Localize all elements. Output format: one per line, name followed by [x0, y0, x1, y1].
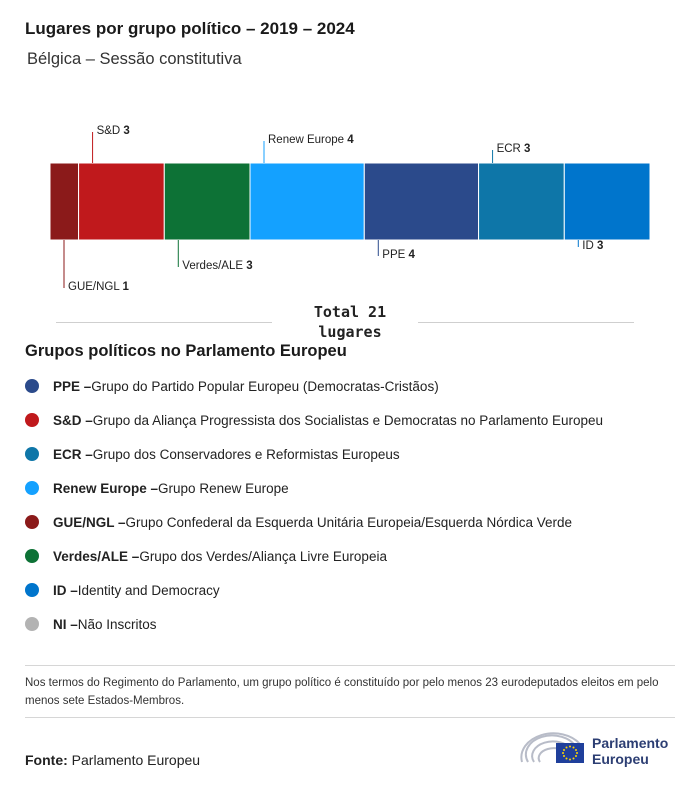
bar-segment-ecr: [478, 162, 565, 241]
segment-label-verdes-ale: Verdes/ALE 3: [182, 260, 252, 272]
bar-segment-gue-ngl: [49, 162, 80, 241]
parliament-logo: Parlamento Europeu: [520, 728, 680, 768]
total-divider-left: [56, 322, 272, 323]
legend-item-s-d: S&DGrupo da Aliança Progressista dos Soc…: [25, 403, 685, 437]
source-label: Fonte:: [25, 752, 68, 768]
note-divider-bottom: [25, 717, 675, 718]
legend-dot-icon: [25, 617, 39, 631]
legend-text: GUE/NGLGrupo Confederal da Esquerda Unit…: [53, 515, 572, 530]
bar-segment-renew-europe: [249, 162, 365, 241]
legend-name: Grupo da Aliança Progressista dos Social…: [92, 412, 604, 428]
hemicycle-icon: [520, 732, 584, 763]
footnote: Nos termos do Regimento do Parlamento, u…: [25, 677, 659, 707]
legend-dot-icon: [25, 447, 39, 461]
legend: PPEGrupo do Partido Popular Europeu (Dem…: [25, 369, 685, 641]
legend-dot-icon: [25, 413, 39, 427]
segment-label-ecr: ECR 3: [497, 143, 531, 155]
legend-name: Grupo do Partido Popular Europeu (Democr…: [91, 378, 439, 394]
legend-abbr: S&D: [53, 413, 93, 428]
logo-text: Parlamento Europeu: [592, 735, 668, 767]
legend-text: Renew EuropeGrupo Renew Europe: [53, 481, 289, 496]
seat-bar-chart: GUE/NGL 1 S&D 3 Verdes/ALE 3 Renew Europe 4…: [49, 125, 651, 293]
legend-text: PPEGrupo do Partido Popular Europeu (Dem…: [53, 379, 439, 394]
legend-name: Grupo Confederal da Esquerda Unitária Eu…: [125, 514, 573, 530]
legend-abbr: NI: [53, 617, 78, 632]
legend-item-verdes-ale: Verdes/ALEGrupo dos Verdes/Aliança Livre…: [25, 539, 685, 573]
bar-segment-id: [563, 162, 651, 241]
legend-name: Não Inscritos: [77, 616, 157, 632]
legend-dot-icon: [25, 549, 39, 563]
legend-item-ppe: PPEGrupo do Partido Popular Europeu (Dem…: [25, 369, 685, 403]
segment-label-s-d: S&D 3: [97, 125, 130, 137]
legend-text: NINão Inscritos: [53, 617, 157, 632]
bar-segment-ppe: [363, 162, 480, 241]
legend-abbr: Renew Europe: [53, 481, 158, 496]
chart-title: Lugares por grupo político – 2019 – 2024: [25, 19, 355, 38]
logo-line-1: Parlamento: [592, 735, 669, 751]
legend-item-ni: NINão Inscritos: [25, 607, 685, 641]
logo-line-2: Europeu: [592, 751, 649, 767]
legend-abbr: GUE/NGL: [53, 515, 126, 530]
legend-text: Verdes/ALEGrupo dos Verdes/Aliança Livre…: [53, 549, 387, 564]
legend-dot-icon: [25, 481, 39, 495]
bar-segment-s-d: [78, 162, 165, 241]
legend-dot-icon: [25, 379, 39, 393]
segment-label-gue-ngl: GUE/NGL 1: [68, 281, 130, 293]
segment-label-renew-europe: Renew Europe 4: [268, 134, 354, 146]
legend-name: Grupo dos Verdes/Aliança Livre Europeia: [139, 548, 387, 564]
segment-label-ppe: PPE 4: [382, 249, 415, 261]
legend-dot-icon: [25, 515, 39, 529]
legend-item-renew-europe: Renew EuropeGrupo Renew Europe: [25, 471, 685, 505]
legend-name: Identity and Democracy: [77, 582, 220, 598]
legend-item-id: IDIdentity and Democracy: [25, 573, 685, 607]
bar-segment-verdes-ale: [163, 162, 251, 241]
legend-abbr: ID: [53, 583, 78, 598]
legend-text: IDIdentity and Democracy: [53, 583, 220, 598]
source: Fonte: Parlamento Europeu: [25, 752, 200, 768]
legend-name: Grupo dos Conservadores e Reformistas Eu…: [92, 446, 400, 462]
total-seats-label: Total 21 lugares: [313, 303, 387, 341]
legend-abbr: Verdes/ALE: [53, 549, 139, 564]
legend-text: S&DGrupo da Aliança Progressista dos Soc…: [53, 413, 603, 428]
total-divider-right: [418, 322, 634, 323]
legend-abbr: ECR: [53, 447, 93, 462]
chart-subtitle: Bélgica – Sessão constitutiva: [27, 50, 242, 68]
segment-label-id: ID 3: [582, 240, 603, 252]
legend-item-gue-ngl: GUE/NGLGrupo Confederal da Esquerda Unit…: [25, 505, 685, 539]
legend-abbr: PPE: [53, 379, 91, 394]
legend-dot-icon: [25, 583, 39, 597]
note-divider-top: [25, 665, 675, 666]
legend-title: Grupos políticos no Parlamento Europeu: [25, 342, 347, 360]
legend-item-ecr: ECRGrupo dos Conservadores e Reformistas…: [25, 437, 685, 471]
legend-text: ECRGrupo dos Conservadores e Reformistas…: [53, 447, 400, 462]
source-value: Parlamento Europeu: [71, 752, 201, 768]
legend-name: Grupo Renew Europe: [158, 480, 289, 496]
